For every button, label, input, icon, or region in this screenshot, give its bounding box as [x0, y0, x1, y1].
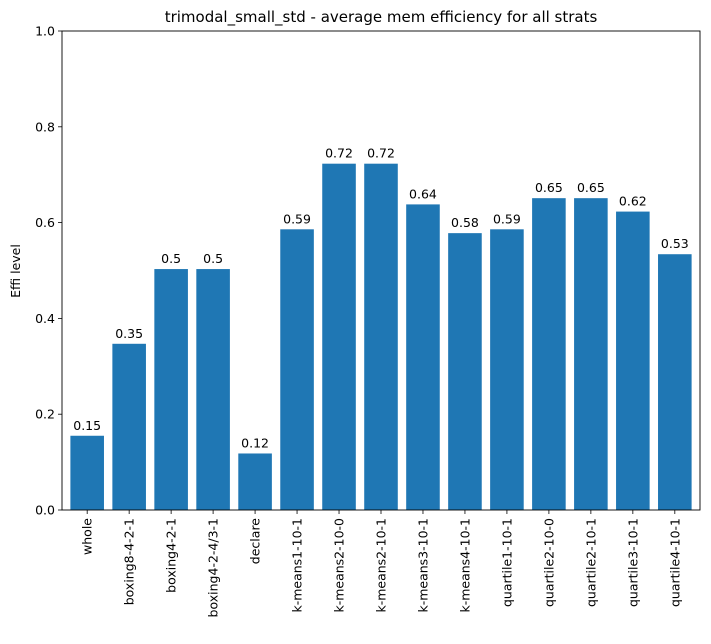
x-tick-label: k-means1-10-1 — [290, 518, 305, 613]
y-tick-label: 0.8 — [35, 119, 55, 134]
bar — [280, 229, 314, 510]
bar-value-label: 0.72 — [325, 146, 353, 161]
x-tick-label: quartile2-10-0 — [541, 518, 556, 607]
bar-value-label: 0.62 — [619, 194, 647, 209]
axes-frame — [61, 30, 701, 511]
bar — [70, 435, 104, 510]
bar-value-label: 0.15 — [73, 418, 101, 433]
bar — [364, 163, 398, 511]
y-tick-label: 0.2 — [35, 407, 55, 422]
plot-area: 0.15 0.35 0.5 0.5 0.12 0.59 0.72 0.72 0.64 0.58 0.… — [35, 24, 701, 617]
bar — [406, 204, 440, 510]
bar — [658, 254, 692, 510]
x-tick-label: declare — [248, 518, 263, 564]
bar-value-label: 0.58 — [451, 215, 479, 230]
x-tick-label: boxing4-2-4/3-1 — [206, 518, 221, 617]
bar-value-label: 0.5 — [161, 251, 181, 266]
bar — [616, 211, 650, 510]
bar-value-label: 0.65 — [535, 180, 563, 195]
bar — [196, 269, 230, 510]
bar-value-label: 0.65 — [577, 180, 605, 195]
bar-value-label: 0.59 — [493, 211, 521, 226]
y-tick-label: 0.6 — [35, 215, 55, 230]
bar-value-label: 0.12 — [241, 435, 269, 450]
y-tick-label: 0.0 — [35, 503, 55, 518]
y-tick-label: 0.4 — [35, 311, 55, 326]
y-axis-label: Effi level — [8, 244, 23, 298]
x-tick-label: k-means4-10-1 — [457, 518, 472, 613]
x-tick-label: whole — [80, 518, 95, 555]
bar — [532, 198, 566, 510]
bar — [574, 198, 608, 510]
x-tick-label: k-means2-10-1 — [374, 518, 389, 613]
x-tick-label: quartile3-10-1 — [625, 518, 640, 607]
x-tick-label: k-means3-10-1 — [415, 518, 430, 613]
bar — [448, 233, 482, 510]
bar — [490, 229, 524, 510]
bar-value-label: 0.64 — [409, 186, 437, 201]
bar — [154, 269, 188, 510]
x-tick-label: quartile4-10-1 — [667, 518, 682, 607]
bar-value-label: 0.59 — [283, 211, 311, 226]
bar-value-label: 0.5 — [203, 251, 223, 266]
bar — [238, 453, 272, 510]
x-tick-label: boxing8-4-2-1 — [122, 518, 137, 605]
x-tick-label: boxing4-2-1 — [164, 518, 179, 593]
bar — [112, 343, 146, 510]
bar-value-label: 0.72 — [367, 146, 395, 161]
x-tick-label: quartile2-10-1 — [583, 518, 598, 607]
bar — [322, 163, 356, 511]
x-tick-label: quartile1-10-1 — [499, 518, 514, 607]
bar-value-label: 0.35 — [115, 326, 143, 341]
x-tick-label: k-means2-10-0 — [332, 518, 347, 613]
bar-value-label: 0.53 — [661, 236, 689, 251]
chart-title: trimodal_small_std - average mem efficie… — [165, 8, 598, 27]
y-tick-label: 1.0 — [35, 24, 55, 39]
